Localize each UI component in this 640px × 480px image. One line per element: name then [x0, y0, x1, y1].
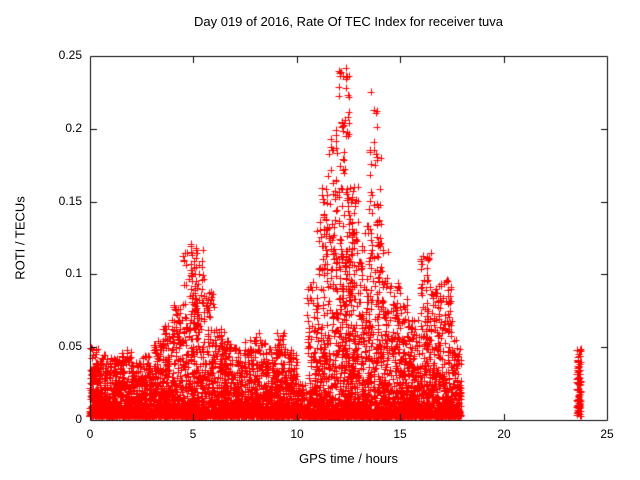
- x-tick-label: 5: [189, 427, 197, 441]
- y-tick-label: 0.2: [65, 121, 82, 135]
- y-tick-label: 0.05: [58, 339, 82, 353]
- y-tick-label: 0: [75, 412, 82, 426]
- x-tick-label: 25: [600, 427, 614, 441]
- x-tick-label: 0: [86, 427, 94, 441]
- y-tick-label: 0.25: [58, 48, 82, 62]
- y-tick-label: 0.15: [58, 194, 82, 208]
- y-tick-label: 0.1: [65, 266, 82, 280]
- x-tick-label: 20: [497, 427, 511, 441]
- x-axis-label: GPS time / hours: [299, 451, 398, 466]
- x-tick-label: 15: [393, 427, 407, 441]
- x-tick-label: 10: [290, 427, 304, 441]
- chart-title: Day 019 of 2016, Rate Of TEC Index for r…: [193, 14, 504, 29]
